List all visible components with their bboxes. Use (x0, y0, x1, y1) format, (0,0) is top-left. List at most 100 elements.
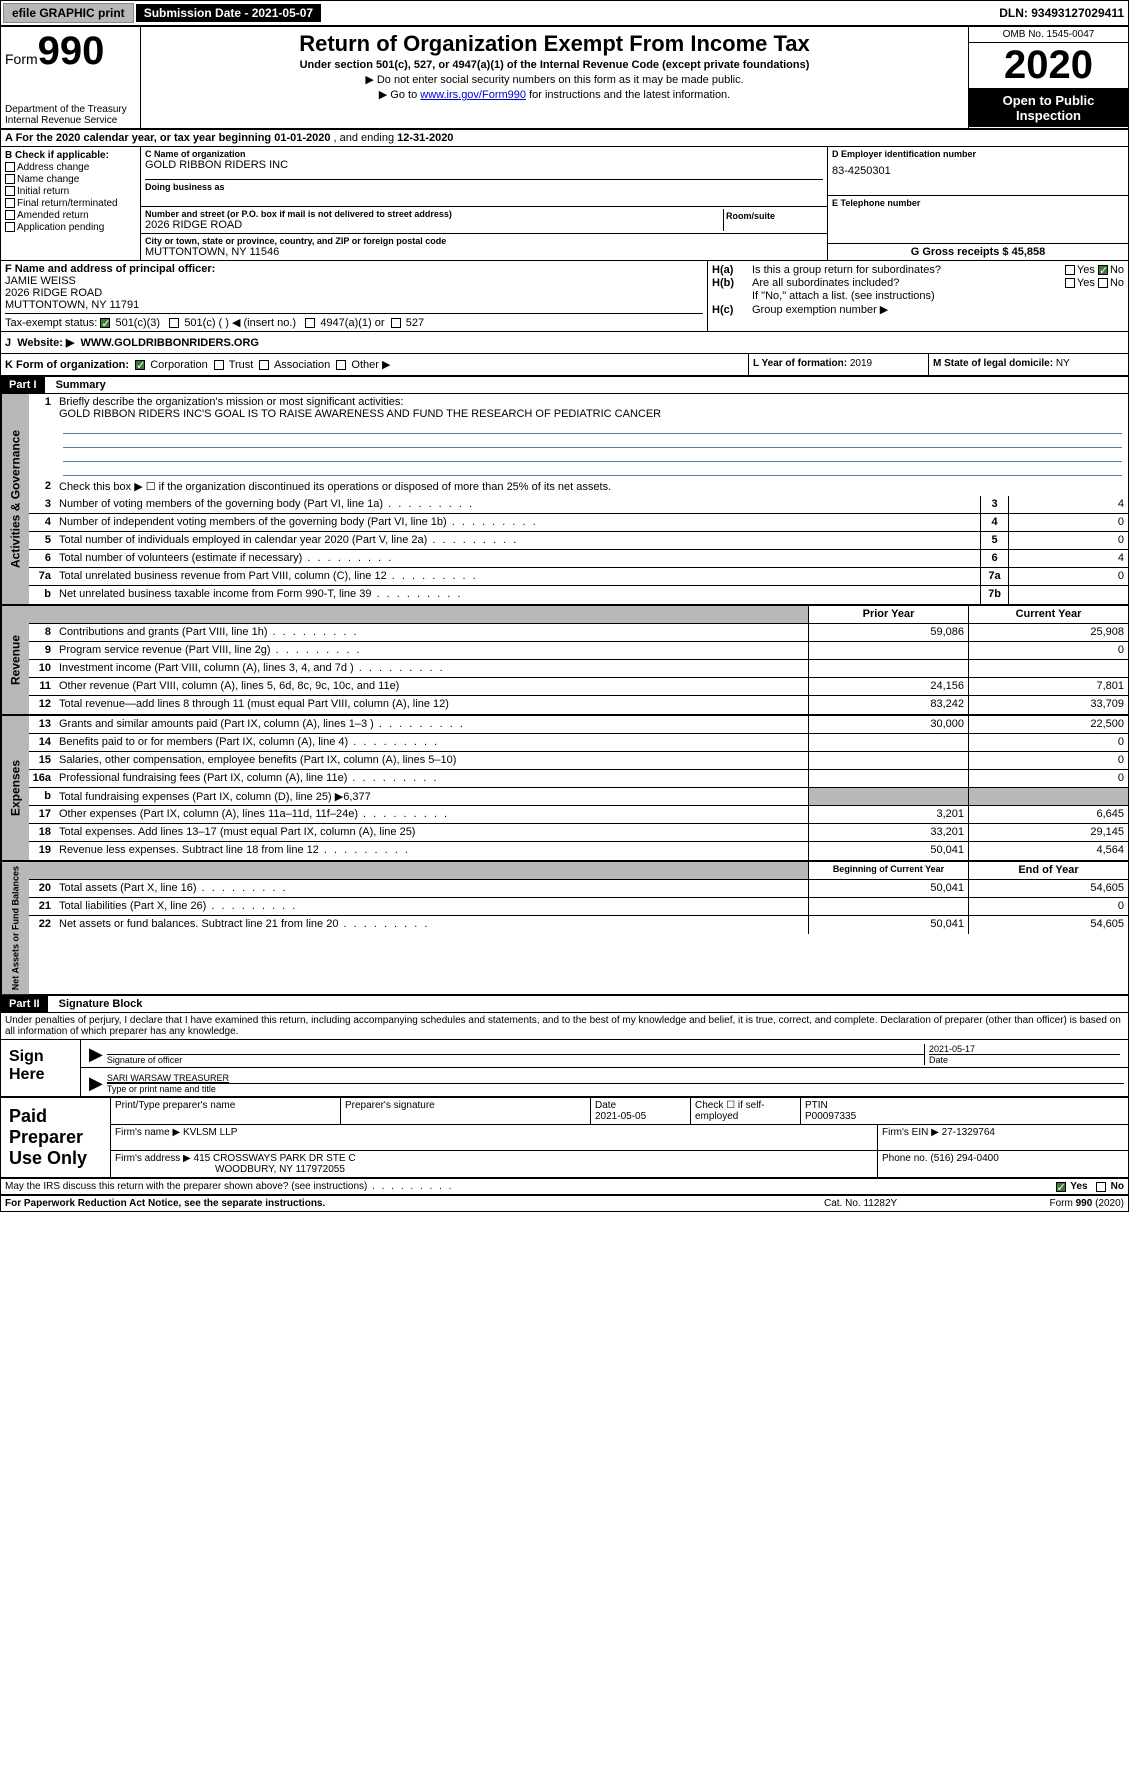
side-governance: Activities & Governance (1, 394, 29, 604)
sig-officer-label: Signature of officer (107, 1054, 924, 1065)
gross-receipts-value: 45,858 (1012, 246, 1046, 258)
l9-text: Program service revenue (Part VIII, line… (57, 642, 808, 659)
form-990-container: efile GRAPHIC print Submission Date - 20… (0, 0, 1129, 1212)
efile-print-button[interactable]: efile GRAPHIC print (3, 3, 134, 23)
l7b-text: Net unrelated business taxable income fr… (57, 586, 980, 604)
checkbox-hb-no[interactable] (1098, 278, 1108, 288)
side-expenses: Expenses (1, 716, 29, 860)
l15-current: 0 (968, 752, 1128, 769)
checkbox-corp[interactable] (135, 360, 145, 370)
checkbox-4947[interactable] (305, 318, 315, 328)
form-year-footer: (2020) (1092, 1198, 1124, 1209)
hb-text: Are all subordinates included? (752, 277, 1065, 289)
checkbox-trust[interactable] (214, 360, 224, 370)
firm-name-value: KVLSM LLP (183, 1127, 237, 1138)
hb-note: If "No," attach a list. (see instruction… (712, 290, 1124, 302)
part-ii-title: Signature Block (51, 996, 151, 1012)
inst-pre: ▶ Go to (379, 89, 420, 101)
firm-name-label: Firm's name ▶ (115, 1127, 180, 1138)
l20-prior: 50,041 (808, 880, 968, 897)
checkbox-name-change[interactable] (5, 174, 15, 184)
tax-year: 2020 (969, 43, 1128, 89)
room-label: Room/suite (726, 211, 821, 221)
checkbox-ha-no[interactable] (1098, 265, 1108, 275)
checkbox-amended[interactable] (5, 210, 15, 220)
l15-prior (808, 752, 968, 769)
assoc-label: Association (274, 359, 330, 371)
entity-section: B Check if applicable: Address change Na… (1, 147, 1128, 261)
l22-prior: 50,041 (808, 916, 968, 934)
ha-label: H(a) (712, 264, 752, 276)
checkbox-final[interactable] (5, 198, 15, 208)
checkbox-assoc[interactable] (259, 360, 269, 370)
l12-prior: 83,242 (808, 696, 968, 714)
l8-prior: 59,086 (808, 624, 968, 641)
l22-current: 54,605 (968, 916, 1128, 934)
expenses-section: Expenses 13Grants and similar amounts pa… (1, 716, 1128, 862)
begin-year-header: Beginning of Current Year (808, 862, 968, 879)
prior-year-header: Prior Year (808, 606, 968, 623)
top-bar: efile GRAPHIC print Submission Date - 20… (1, 1, 1128, 27)
street-label: Number and street (or P.O. box if mail i… (145, 209, 723, 219)
prep-date-label: Date (595, 1100, 686, 1111)
col-m-label: M State of legal domicile: (933, 358, 1056, 369)
l16a-prior (808, 770, 968, 787)
website-row: J Website: ▶ WWW.GOLDRIBBONRIDERS.ORG (1, 332, 1128, 354)
klm-row: K Form of organization: Corporation Trus… (1, 354, 1128, 377)
l17-text: Other expenses (Part IX, column (A), lin… (57, 806, 808, 823)
side-revenue: Revenue (1, 606, 29, 714)
col-l-label: L Year of formation: (753, 358, 850, 369)
part-i-header: Part I Summary (1, 377, 1128, 394)
sig-date-value: 2021-05-17 (929, 1044, 1120, 1054)
checkbox-527[interactable] (391, 318, 401, 328)
app-pending-label: Application pending (17, 222, 104, 233)
checkbox-application[interactable] (5, 222, 15, 232)
org-name: GOLD RIBBON RIDERS INC (145, 159, 823, 171)
l16a-text: Professional fundraising fees (Part IX, … (57, 770, 808, 787)
prep-date-value: 2021-05-05 (595, 1111, 686, 1122)
box-e-phone: E Telephone number (828, 196, 1128, 245)
l7b-value (1008, 586, 1128, 604)
corp-label: Corporation (150, 359, 207, 371)
l16a-current: 0 (968, 770, 1128, 787)
501c3-label: 501(c)(3) (115, 317, 160, 329)
l17-prior: 3,201 (808, 806, 968, 823)
l21-text: Total liabilities (Part X, line 26) (57, 898, 808, 915)
checkbox-discuss-no[interactable] (1096, 1182, 1106, 1192)
form-label: Form (5, 51, 38, 67)
checkbox-501c[interactable] (169, 318, 179, 328)
irs-link[interactable]: www.irs.gov/Form990 (420, 89, 526, 101)
revenue-section: Revenue Prior YearCurrent Year 8Contribu… (1, 606, 1128, 716)
l8-current: 25,908 (968, 624, 1128, 641)
end-year-header: End of Year (968, 862, 1128, 879)
gross-receipts-label: G Gross receipts $ (911, 246, 1012, 258)
inspection: Inspection (973, 108, 1124, 123)
sign-here-section: Sign Here ▶ Signature of officer 2021-05… (1, 1040, 1128, 1096)
checkbox-501c3[interactable] (100, 318, 110, 328)
checkbox-initial[interactable] (5, 186, 15, 196)
line-a-pre: A For the 2020 calendar year, or tax yea… (5, 132, 274, 144)
checkbox-hb-yes[interactable] (1065, 278, 1075, 288)
checkbox-ha-yes[interactable] (1065, 265, 1075, 275)
here-label: Here (9, 1066, 72, 1084)
l13-current: 22,500 (968, 716, 1128, 733)
firm-phone-label: Phone no. (882, 1153, 930, 1164)
firm-ein-value: 27-1329764 (942, 1127, 995, 1138)
l18-current: 29,145 (968, 824, 1128, 841)
net-assets-section: Net Assets or Fund Balances Beginning of… (1, 862, 1128, 994)
l16b-text: Total fundraising expenses (Part IX, col… (57, 788, 808, 805)
irs-label: Internal Revenue Service (5, 115, 136, 126)
checkbox-address-change[interactable] (5, 162, 15, 172)
sig-date-label: Date (929, 1054, 1120, 1065)
penalty-text: Under penalties of perjury, I declare th… (1, 1013, 1128, 1040)
l10-prior (808, 660, 968, 677)
footer-row: For Paperwork Reduction Act Notice, see … (1, 1196, 1128, 1211)
officer-addr1: 2026 RIDGE ROAD (5, 287, 703, 299)
line-a: A For the 2020 calendar year, or tax yea… (1, 130, 1128, 147)
l10-current (968, 660, 1128, 677)
dba-label: Doing business as (145, 179, 823, 192)
checkbox-discuss-yes[interactable] (1056, 1182, 1066, 1192)
l7a-text: Total unrelated business revenue from Pa… (57, 568, 980, 585)
arrow-icon: ▶ (85, 1044, 107, 1065)
checkbox-other[interactable] (336, 360, 346, 370)
